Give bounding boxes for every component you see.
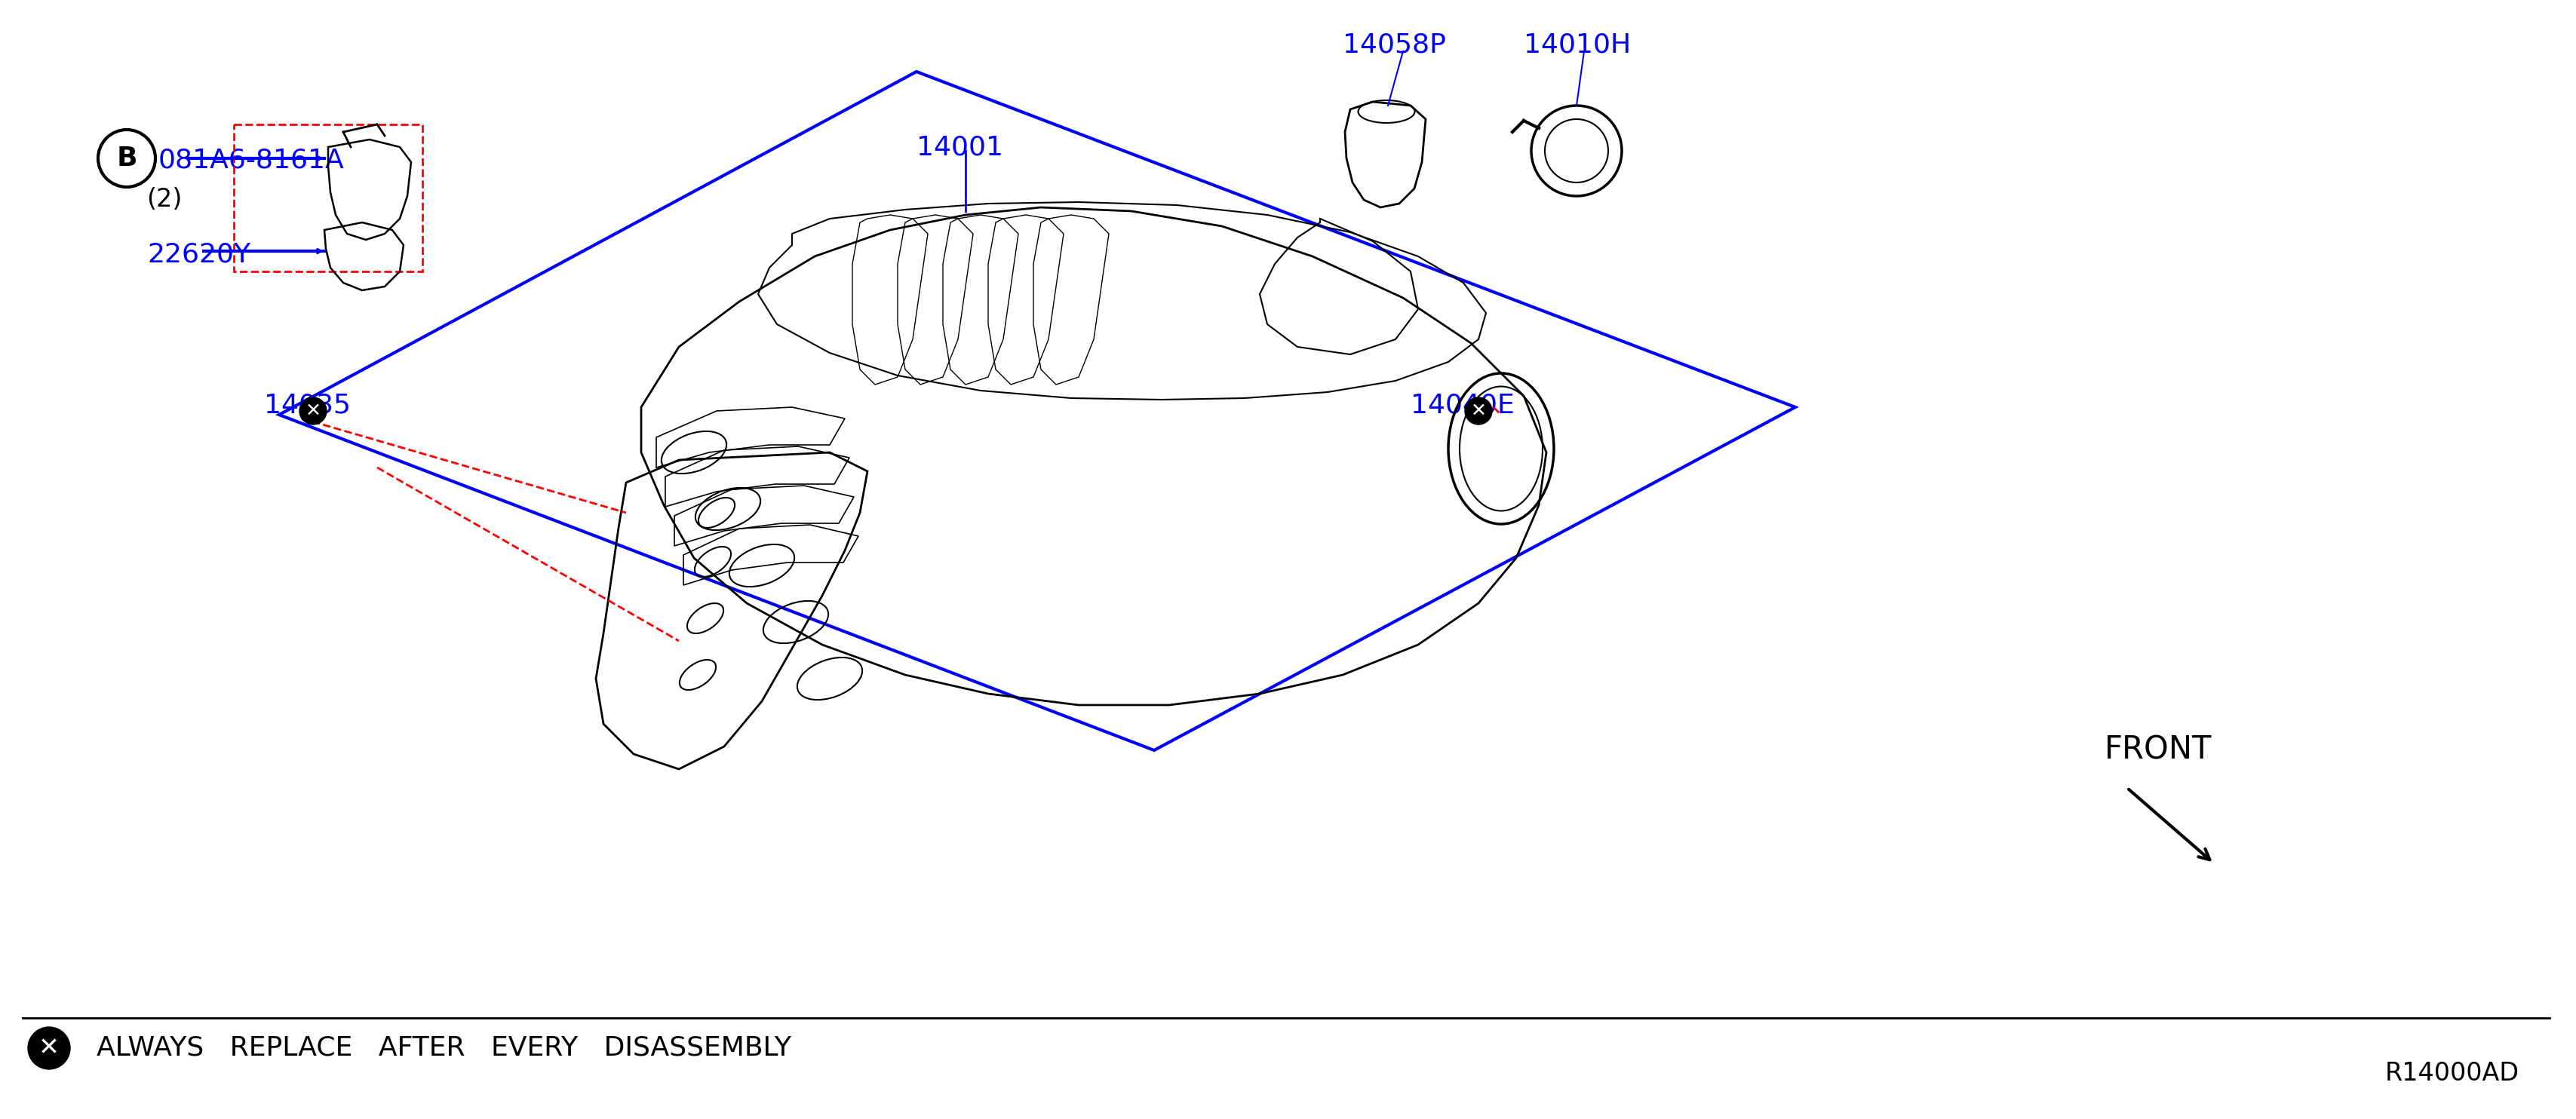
Text: ✕: ✕ [304,402,322,420]
Text: 14035: 14035 [263,392,350,417]
Text: 081A6-8161A: 081A6-8161A [157,147,345,172]
Text: ✕: ✕ [39,1036,59,1061]
Text: 14001: 14001 [917,134,1002,160]
Circle shape [1466,397,1492,424]
Text: 14058P: 14058P [1342,31,1445,57]
Text: 14010H: 14010H [1525,31,1631,57]
Text: ✕: ✕ [1471,402,1486,420]
Circle shape [299,397,327,424]
Text: (2): (2) [147,187,183,211]
Text: 22620Y: 22620Y [147,242,250,267]
Text: B: B [116,145,137,171]
Text: ALWAYS   REPLACE   AFTER   EVERY   DISASSEMBLY: ALWAYS REPLACE AFTER EVERY DISASSEMBLY [80,1035,791,1061]
Text: FRONT: FRONT [2105,734,2213,765]
Text: 14040E: 14040E [1412,392,1515,417]
Text: R14000AD: R14000AD [2385,1061,2519,1085]
Circle shape [28,1027,70,1070]
